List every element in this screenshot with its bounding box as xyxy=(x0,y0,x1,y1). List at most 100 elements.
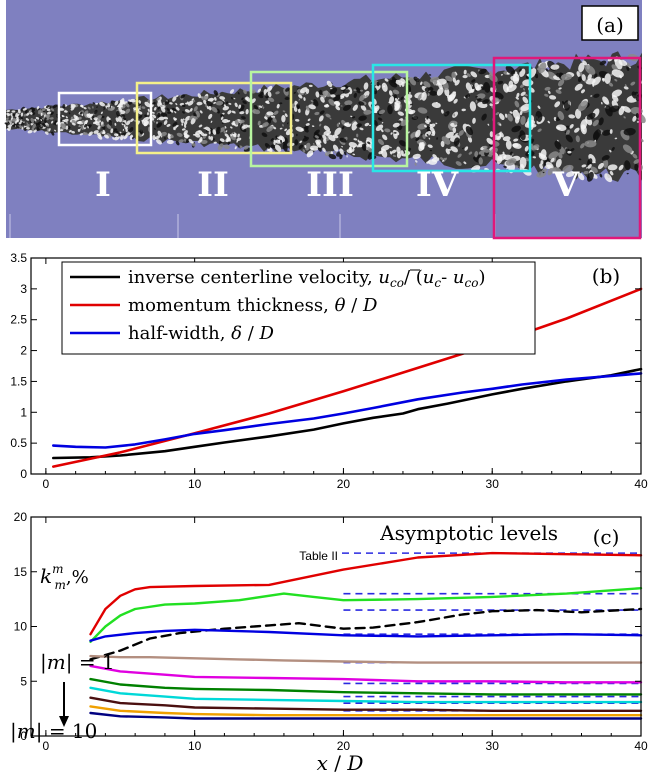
jet-speck xyxy=(427,92,430,97)
jet-speck xyxy=(547,90,551,94)
jet-speck xyxy=(276,103,280,109)
jet-speck xyxy=(294,139,299,146)
jet-speck xyxy=(467,136,473,143)
jet-speck xyxy=(23,129,27,131)
jet-speck xyxy=(94,109,98,115)
jet-speck xyxy=(125,120,131,126)
jet-speck xyxy=(461,108,466,112)
jet-speck xyxy=(118,116,122,123)
jet-speck xyxy=(295,126,304,132)
jet-speck xyxy=(415,160,418,163)
jet-speck xyxy=(231,110,236,114)
jet-speck xyxy=(115,117,119,123)
jet-speck xyxy=(45,105,50,109)
jet-speck xyxy=(183,124,187,128)
jet-speck xyxy=(394,102,400,111)
jet-speck xyxy=(108,119,113,126)
jet-speck xyxy=(311,125,315,128)
jet-speck xyxy=(52,104,58,109)
jet-speck xyxy=(274,144,282,152)
jet-speck xyxy=(496,133,501,137)
panel-c-ytick-label: 5 xyxy=(20,674,27,688)
jet-speck xyxy=(359,127,364,131)
jet-speck xyxy=(95,102,99,105)
jet-speck xyxy=(189,108,193,112)
jet-speck xyxy=(213,90,219,96)
jet-speck xyxy=(581,164,587,168)
jet-speck xyxy=(219,96,226,100)
jet-speck xyxy=(586,166,588,169)
jet-speck xyxy=(49,117,54,120)
panel-b-ytick-label: 3.5 xyxy=(10,251,27,265)
jet-speck xyxy=(352,153,356,156)
panel-c-xtick-label: 40 xyxy=(634,739,648,753)
jet-speck xyxy=(342,89,350,94)
jet-speck xyxy=(153,120,155,123)
jet-speck xyxy=(284,96,290,101)
jet-speck xyxy=(457,153,462,158)
jet-speck xyxy=(509,111,513,114)
jet-speck xyxy=(318,89,323,95)
jet-speck xyxy=(391,149,397,154)
jet-speck xyxy=(636,121,640,123)
jet-speck xyxy=(298,94,303,99)
jet-speck xyxy=(426,161,431,164)
jet-speck xyxy=(308,104,316,110)
jet-speck xyxy=(623,128,636,136)
jet-speck xyxy=(6,112,11,116)
jet-speck xyxy=(231,97,233,100)
jet-speck xyxy=(497,153,507,161)
jet-speck xyxy=(61,121,65,124)
jet-speck xyxy=(282,110,286,113)
jet-speck xyxy=(396,146,401,154)
jet-speck xyxy=(155,135,161,140)
jet-speck xyxy=(206,105,210,110)
jet-speck xyxy=(12,122,14,126)
jet-speck xyxy=(174,110,177,114)
jet-speck xyxy=(512,109,521,120)
jet-speck xyxy=(203,99,207,105)
jet-speck xyxy=(197,93,202,99)
jet-speck xyxy=(234,119,239,126)
jet-speck xyxy=(205,103,208,108)
jet-speck xyxy=(475,99,478,103)
jet-speck xyxy=(380,129,384,133)
jet-speck xyxy=(352,116,356,119)
jet-speck xyxy=(565,171,575,178)
jet-speck xyxy=(550,64,560,70)
region-label-V: V xyxy=(552,165,580,205)
jet-speck xyxy=(387,104,393,115)
jet-speck xyxy=(605,105,613,117)
panel-c-ticks: 0 10 20 30 40 0 5 10 15 20 xyxy=(14,510,648,753)
jet-speck xyxy=(314,111,320,116)
jet-speck xyxy=(264,143,271,149)
jet-speck xyxy=(520,91,526,97)
jet-speck xyxy=(293,91,296,94)
panel-c-label: (c) xyxy=(593,525,620,549)
jet-speck xyxy=(361,143,367,151)
jet-speck xyxy=(577,75,583,83)
jet-speck xyxy=(262,106,265,109)
jet-speck xyxy=(618,164,624,171)
jet-speck xyxy=(241,97,244,101)
jet-speck xyxy=(172,108,177,112)
jet-speck xyxy=(64,110,68,113)
jet-speck xyxy=(322,92,326,97)
jet-speck xyxy=(211,106,218,113)
jet-speck xyxy=(279,102,283,105)
jet-speck xyxy=(618,59,628,66)
jet-speck xyxy=(129,126,134,133)
jet-speck xyxy=(238,145,240,148)
jet-speck xyxy=(598,117,604,126)
jet-speck xyxy=(453,98,458,104)
jet-speck xyxy=(558,87,562,90)
jet-speck xyxy=(602,159,609,168)
jet-speck xyxy=(574,127,580,133)
jet-speck xyxy=(466,73,471,77)
jet-speck xyxy=(632,115,637,122)
jet-speck xyxy=(353,89,357,92)
jet-speck xyxy=(240,123,243,127)
jet-speck xyxy=(167,133,171,137)
jet-speck xyxy=(579,72,583,77)
